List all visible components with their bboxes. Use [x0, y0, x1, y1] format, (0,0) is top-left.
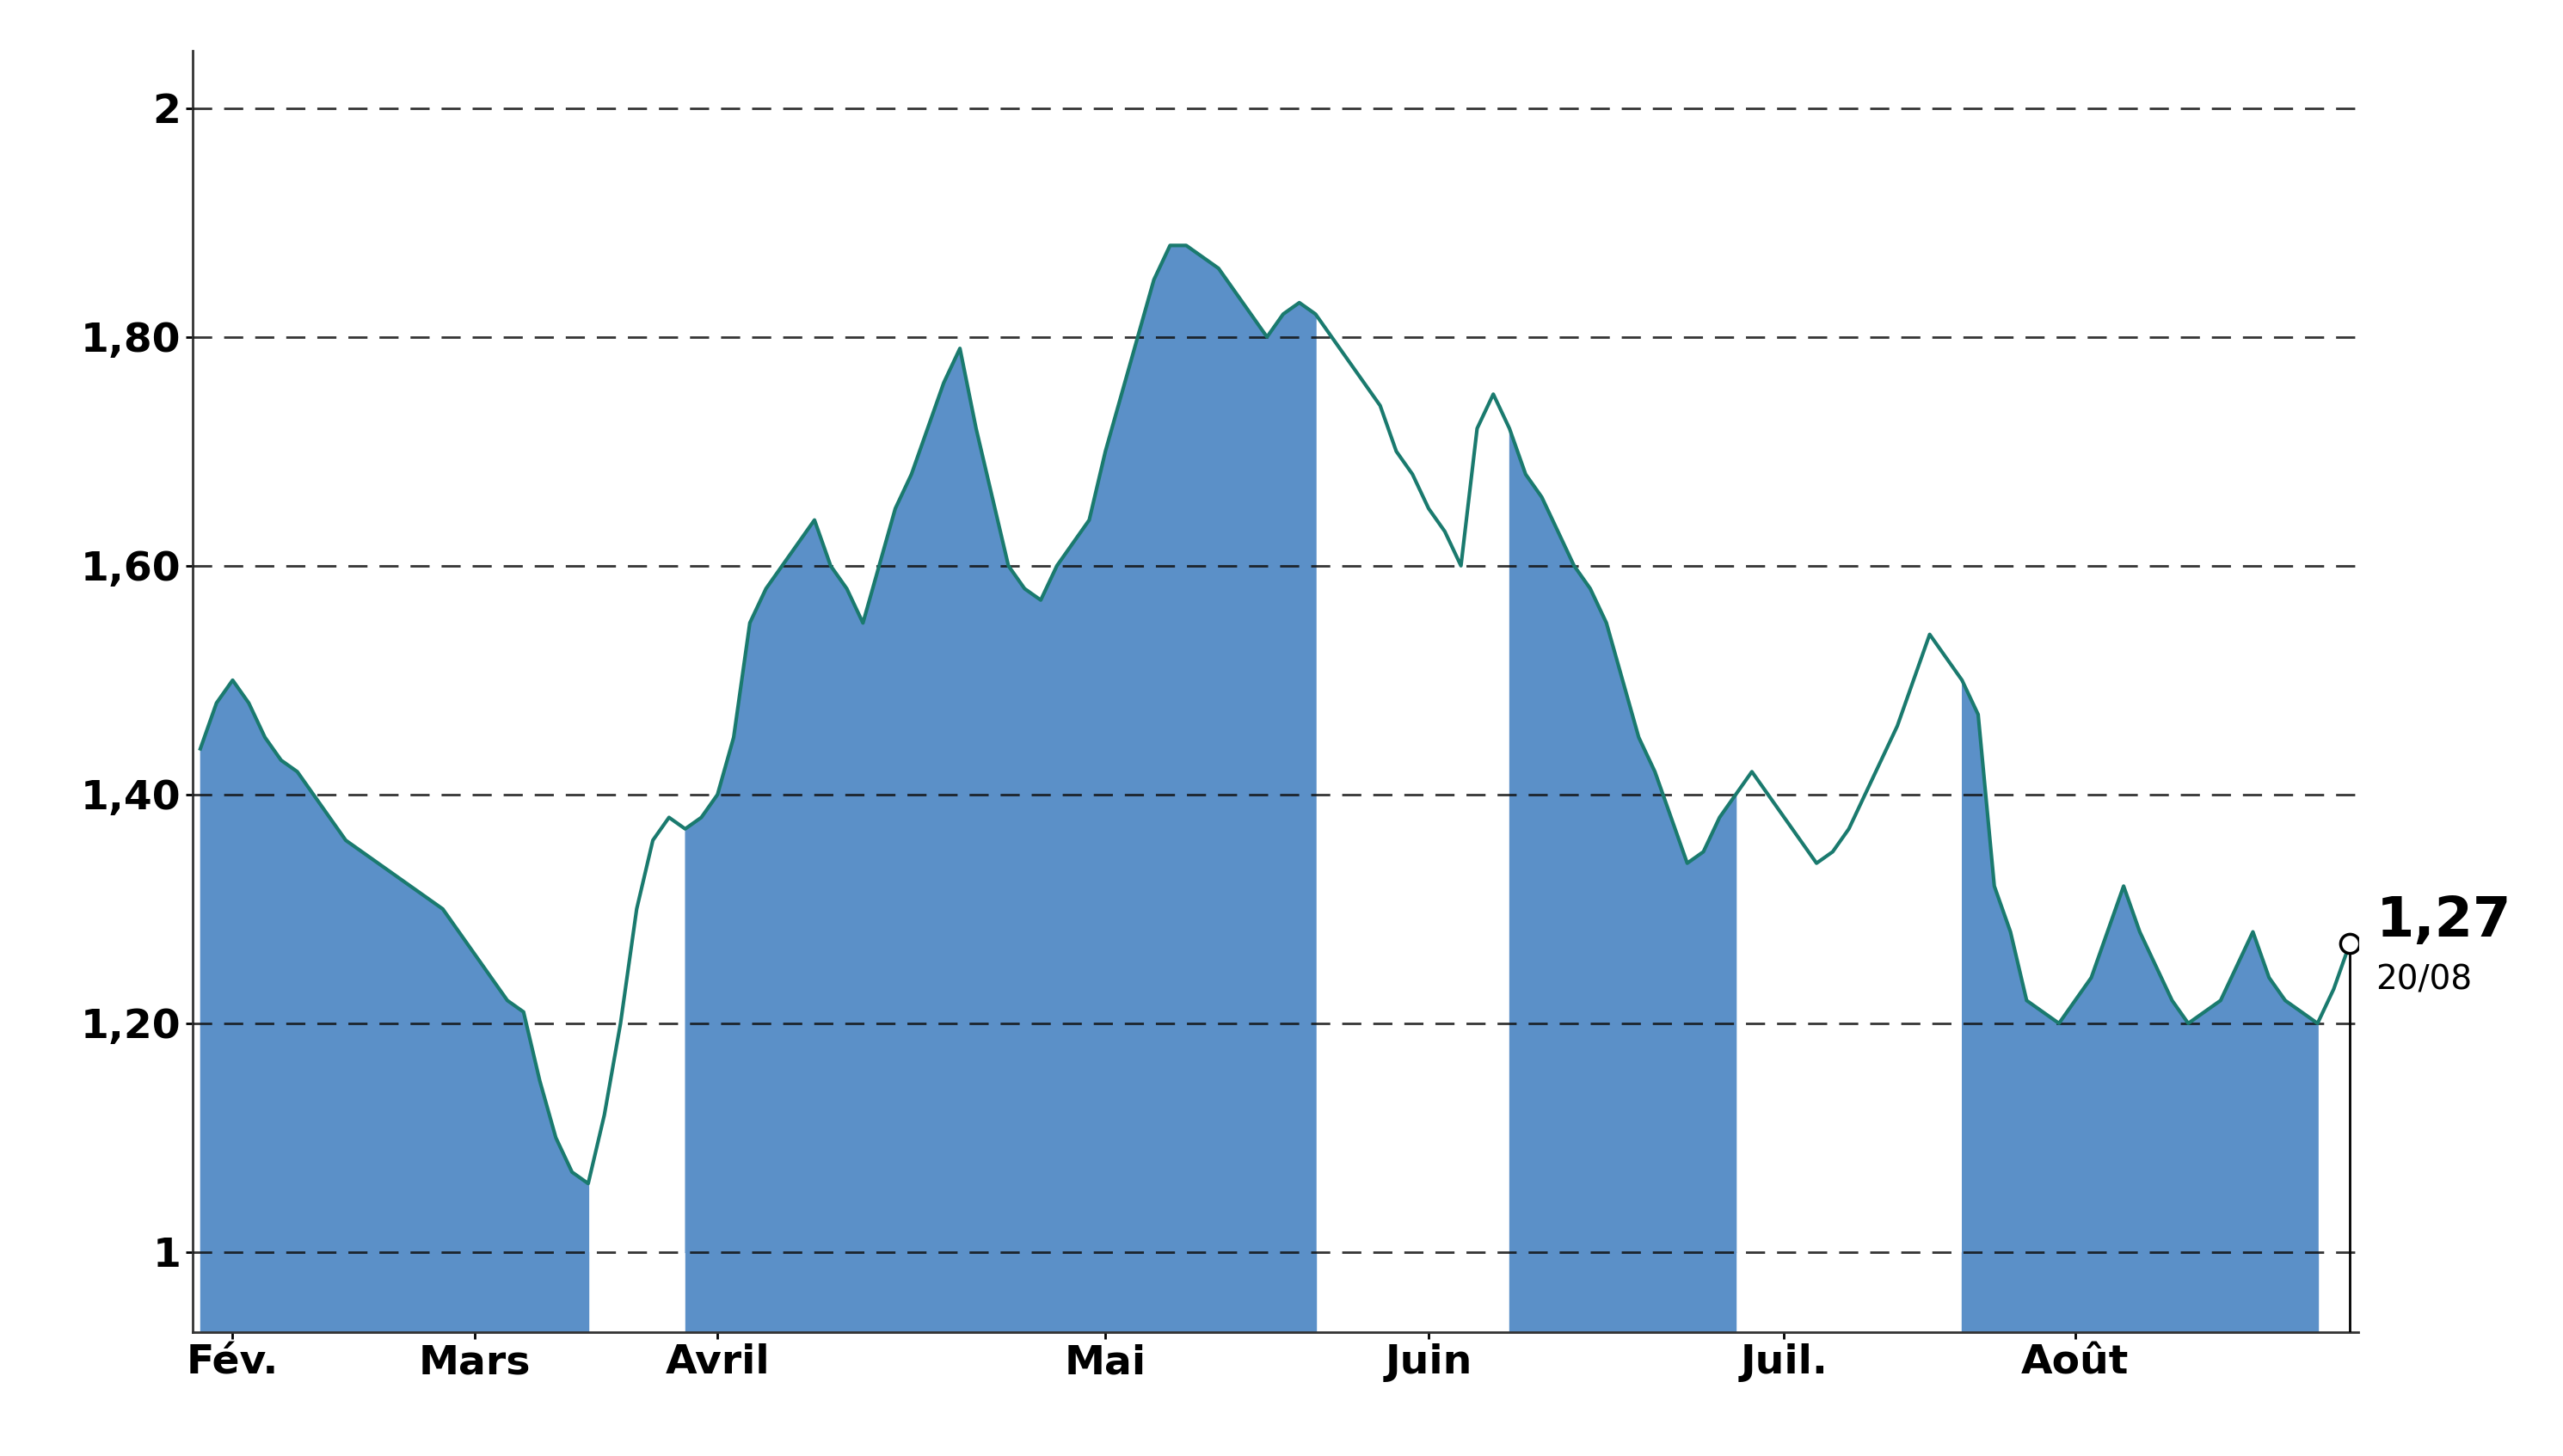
Text: 20/08: 20/08 — [2376, 964, 2473, 996]
Text: 1,27: 1,27 — [2376, 895, 2512, 948]
Text: Singulus Technologies AG: Singulus Technologies AG — [695, 23, 1868, 103]
